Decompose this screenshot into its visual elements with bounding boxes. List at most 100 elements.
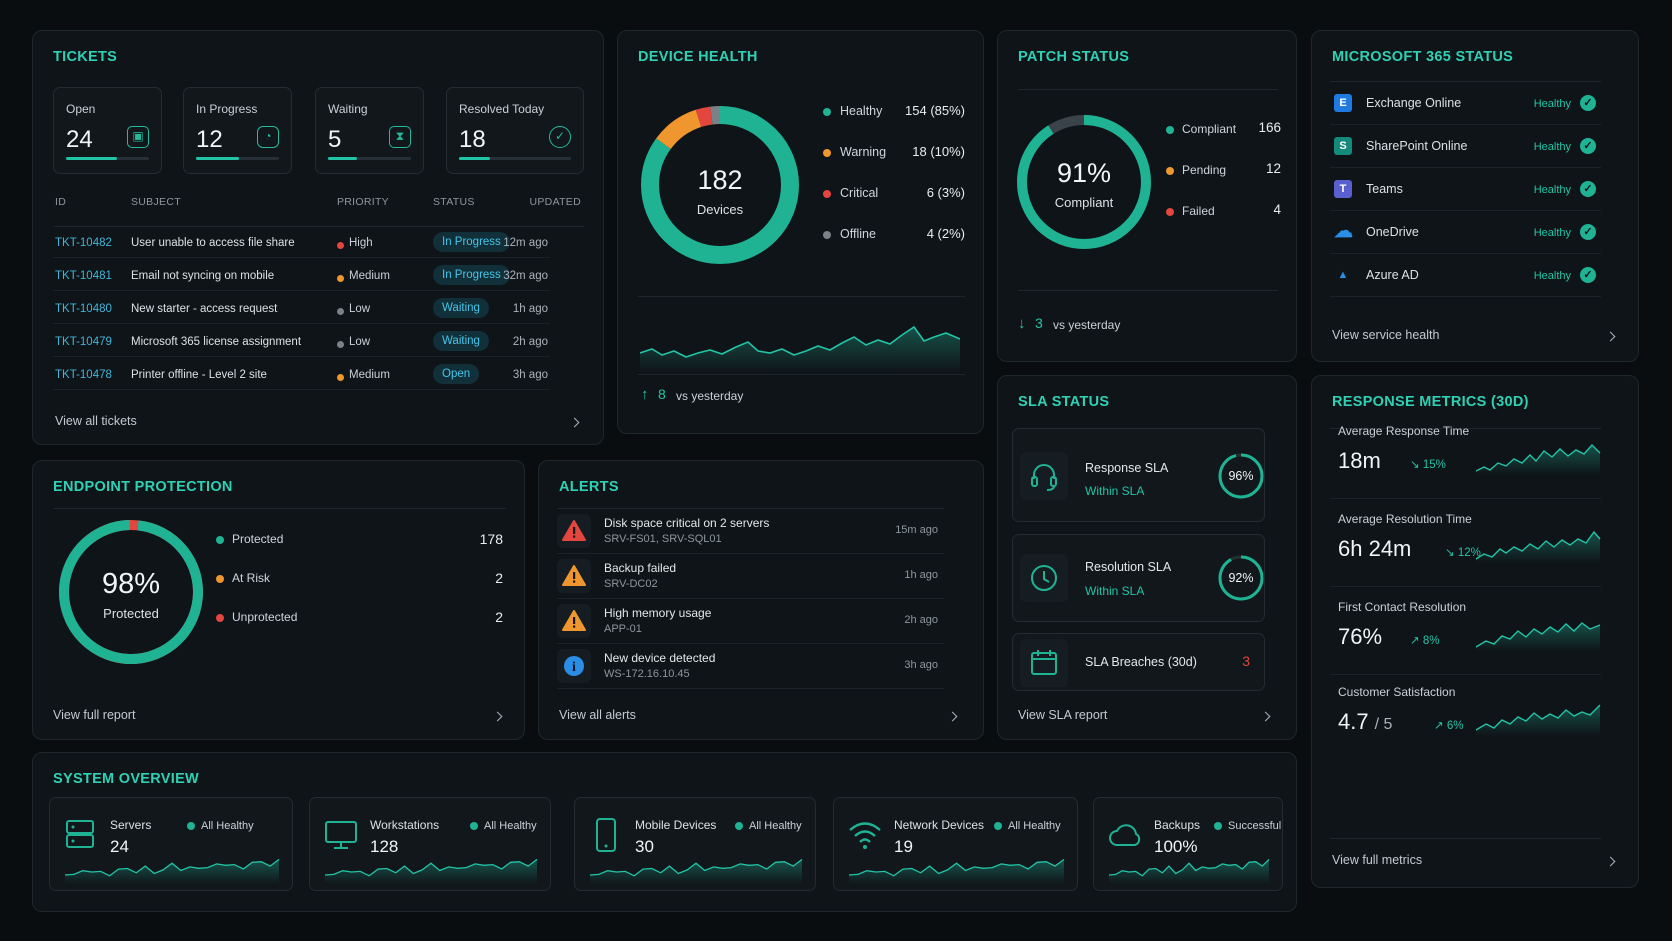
device-donut-segment [641, 106, 799, 264]
sla-breaches-value: 3 [1242, 653, 1250, 669]
service-name: SharePoint Online [1366, 139, 1468, 153]
alert-time: 15m ago [895, 524, 938, 536]
system-value: 19 [894, 837, 913, 856]
status-dot [187, 822, 195, 831]
col-subject: SUBJECT [131, 196, 181, 208]
chevron-right-icon[interactable] [947, 711, 958, 722]
view-service-health-link[interactable]: View service health [1332, 328, 1440, 342]
stat-label: In Progress [196, 102, 258, 116]
view-full-report-link[interactable]: View full report [53, 708, 136, 722]
ticket-status-badge: In Progress [433, 265, 510, 285]
service-row[interactable]: T Teams Healthy ✓ [1330, 168, 1601, 211]
endpoint-legend-label: Unprotected [216, 610, 297, 624]
chevron-right-icon[interactable] [569, 417, 580, 428]
patch-delta-label: vs yesterday [1053, 318, 1121, 332]
status-dot [1214, 822, 1222, 831]
service-row[interactable]: ☁ OneDrive Healthy ✓ [1330, 211, 1601, 254]
stat-progress [328, 157, 411, 160]
view-all-alerts-link[interactable]: View all alerts [559, 708, 636, 722]
ticket-row[interactable]: TKT-10481 Email not syncing on mobile Medi… [53, 260, 550, 291]
service-row[interactable]: S SharePoint Online Healthy ✓ [1330, 125, 1601, 168]
legend-dot [216, 613, 224, 622]
system-name: Backups [1154, 818, 1201, 832]
service-status: Healthy [1533, 270, 1571, 282]
metric-value: 76% [1338, 624, 1383, 649]
system-tile[interactable]: Mobile Devices 30 All Healthy [574, 797, 816, 891]
service-status: Healthy [1533, 184, 1571, 196]
legend-dot [216, 574, 224, 583]
ticket-id[interactable]: TKT-10481 [55, 270, 112, 282]
clock-icon [1020, 554, 1068, 602]
warning-triangle-icon [557, 559, 591, 593]
sla-breaches-panel[interactable]: SLA Breaches (30d) 3 [1012, 633, 1265, 691]
stat-waiting[interactable]: Waiting 5 ⧗ [315, 87, 424, 174]
chevron-right-icon[interactable] [1605, 856, 1616, 867]
system-tile[interactable]: Workstations 128 All Healthy [309, 797, 551, 891]
alerts-card: ALERTS Disk space critical on 2 servers S… [538, 460, 984, 740]
stat-progress [459, 157, 571, 160]
response-sla-pct: 96% [1228, 469, 1254, 483]
ticket-row[interactable]: TKT-10479 Microsoft 365 license assignmen… [53, 326, 550, 357]
metric-label: Customer Satisfaction [1338, 685, 1456, 699]
view-sla-report-link[interactable]: View SLA report [1018, 708, 1108, 722]
metric-row[interactable]: Average Resolution Time 6h 24m ↘ 12% [1330, 499, 1601, 587]
warning-triangle-icon [557, 514, 591, 548]
chevron-right-icon[interactable] [492, 711, 503, 722]
ticket-row[interactable]: TKT-10478 Printer offline - Level 2 site M… [53, 359, 550, 390]
legend-dot [1166, 207, 1174, 216]
hourglass-icon: ⧗ [389, 126, 411, 148]
metric-row[interactable]: Average Response Time 18m ↘ 15% [1330, 411, 1601, 499]
col-id: ID [55, 196, 67, 208]
priority-dot [337, 240, 344, 252]
ticket-subject: Printer offline - Level 2 site [131, 369, 267, 381]
view-full-metrics-link[interactable]: View full metrics [1332, 853, 1423, 867]
col-status: STATUS [433, 196, 475, 208]
patch-status-card: PATCH STATUS 91% Compliant Compliant 166 P… [997, 30, 1297, 362]
alert-item[interactable]: Backup failed SRV-DC02 1h ago [557, 555, 944, 599]
legend-dot [1166, 166, 1174, 175]
system-sparkline [324, 858, 538, 884]
device-trend-sparkline [640, 325, 960, 373]
alerts-title: ALERTS [559, 479, 619, 495]
ticket-id[interactable]: TKT-10479 [55, 336, 112, 348]
stat-resolved-today[interactable]: Resolved Today 18 ✓ [446, 87, 584, 174]
ticket-id[interactable]: TKT-10482 [55, 237, 112, 249]
ticket-priority: Medium [349, 369, 390, 381]
response-sla-panel[interactable]: Response SLA Within SLA 96% [1012, 428, 1265, 522]
progress-icon: ◔ [257, 126, 279, 148]
device-legend-value: 18 (10%) [912, 144, 965, 159]
alert-item[interactable]: High memory usage APP-01 2h ago [557, 600, 944, 644]
metric-sparkline [1476, 530, 1601, 563]
alert-item[interactable]: i New device detected WS-172.16.10.45 3h ag… [557, 645, 944, 689]
alert-time: 3h ago [904, 659, 938, 671]
system-tile[interactable]: Backups 100% Successful [1093, 797, 1283, 891]
system-status: Successful [1214, 820, 1281, 832]
metric-row[interactable]: First Contact Resolution 76% ↗ 8% [1330, 587, 1601, 675]
stat-open[interactable]: Open 24 ▣ [53, 87, 162, 174]
device-legend-label: Offline [823, 227, 876, 241]
resolution-sla-panel[interactable]: Resolution SLA Within SLA 92% [1012, 534, 1265, 622]
ticket-subject: User unable to access file share [131, 237, 295, 249]
patch-legend-value: 12 [1265, 161, 1281, 176]
endpoint-donut [59, 520, 203, 664]
metric-delta: ↗ 6% [1434, 720, 1464, 732]
server-icon [66, 820, 94, 848]
chevron-right-icon[interactable] [1605, 331, 1616, 342]
chevron-right-icon[interactable] [1260, 711, 1271, 722]
ticket-row[interactable]: TKT-10480 New starter - access request Low… [53, 293, 550, 324]
ticket-row[interactable]: TKT-10482 User unable to access file shar… [53, 227, 550, 258]
stat-in-progress[interactable]: In Progress 12 ◔ [183, 87, 292, 174]
ticket-id[interactable]: TKT-10478 [55, 369, 112, 381]
alert-item[interactable]: Disk space critical on 2 servers SRV-FS01… [557, 510, 944, 554]
device-legend-label: Healthy [823, 104, 882, 118]
metric-row[interactable]: Customer Satisfaction 4.7/ 5 ↗ 6% [1330, 672, 1601, 752]
service-row[interactable]: E Exchange Online Healthy ✓ [1330, 82, 1601, 125]
ticket-id[interactable]: TKT-10480 [55, 303, 112, 315]
system-sparkline [589, 858, 803, 884]
patch-status-title: PATCH STATUS [1018, 49, 1130, 65]
alert-source: SRV-FS01, SRV-SQL01 [604, 533, 722, 545]
system-tile[interactable]: Network Devices 19 All Healthy [833, 797, 1078, 891]
view-all-tickets-link[interactable]: View all tickets [55, 414, 137, 428]
system-tile[interactable]: Servers 24 All Healthy [49, 797, 293, 891]
service-row[interactable]: ▲ Azure AD Healthy ✓ [1330, 254, 1601, 297]
